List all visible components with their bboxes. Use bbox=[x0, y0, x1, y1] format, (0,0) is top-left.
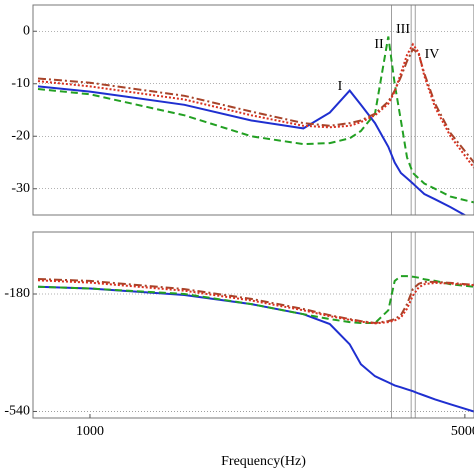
annotation: IV bbox=[425, 47, 440, 62]
annotation: II bbox=[374, 37, 384, 52]
panel-frame bbox=[32, 231, 474, 419]
series-line bbox=[37, 275, 474, 324]
series-line bbox=[37, 47, 474, 164]
series-line bbox=[37, 85, 467, 215]
y-tick-label: -180 bbox=[4, 286, 30, 301]
y-tick-label: -20 bbox=[11, 128, 30, 143]
x-tick-label: 1000 bbox=[76, 424, 104, 439]
series-line bbox=[37, 42, 474, 169]
y-tick-label: -30 bbox=[11, 181, 30, 196]
series-line bbox=[37, 278, 474, 325]
annotation: I bbox=[338, 79, 343, 94]
plot-area bbox=[33, 5, 474, 215]
plot-area bbox=[33, 232, 474, 418]
panel-frame bbox=[32, 4, 474, 216]
y-tick-label: -10 bbox=[11, 76, 30, 91]
series-line bbox=[37, 279, 474, 325]
annotation: III bbox=[396, 22, 410, 37]
y-tick-label: -540 bbox=[4, 404, 30, 419]
x-axis-label: Frequency(Hz) bbox=[221, 454, 306, 469]
y-tick-label: 0 bbox=[23, 23, 30, 38]
series-line bbox=[37, 36, 474, 204]
x-tick-label: 5000 bbox=[451, 424, 474, 439]
